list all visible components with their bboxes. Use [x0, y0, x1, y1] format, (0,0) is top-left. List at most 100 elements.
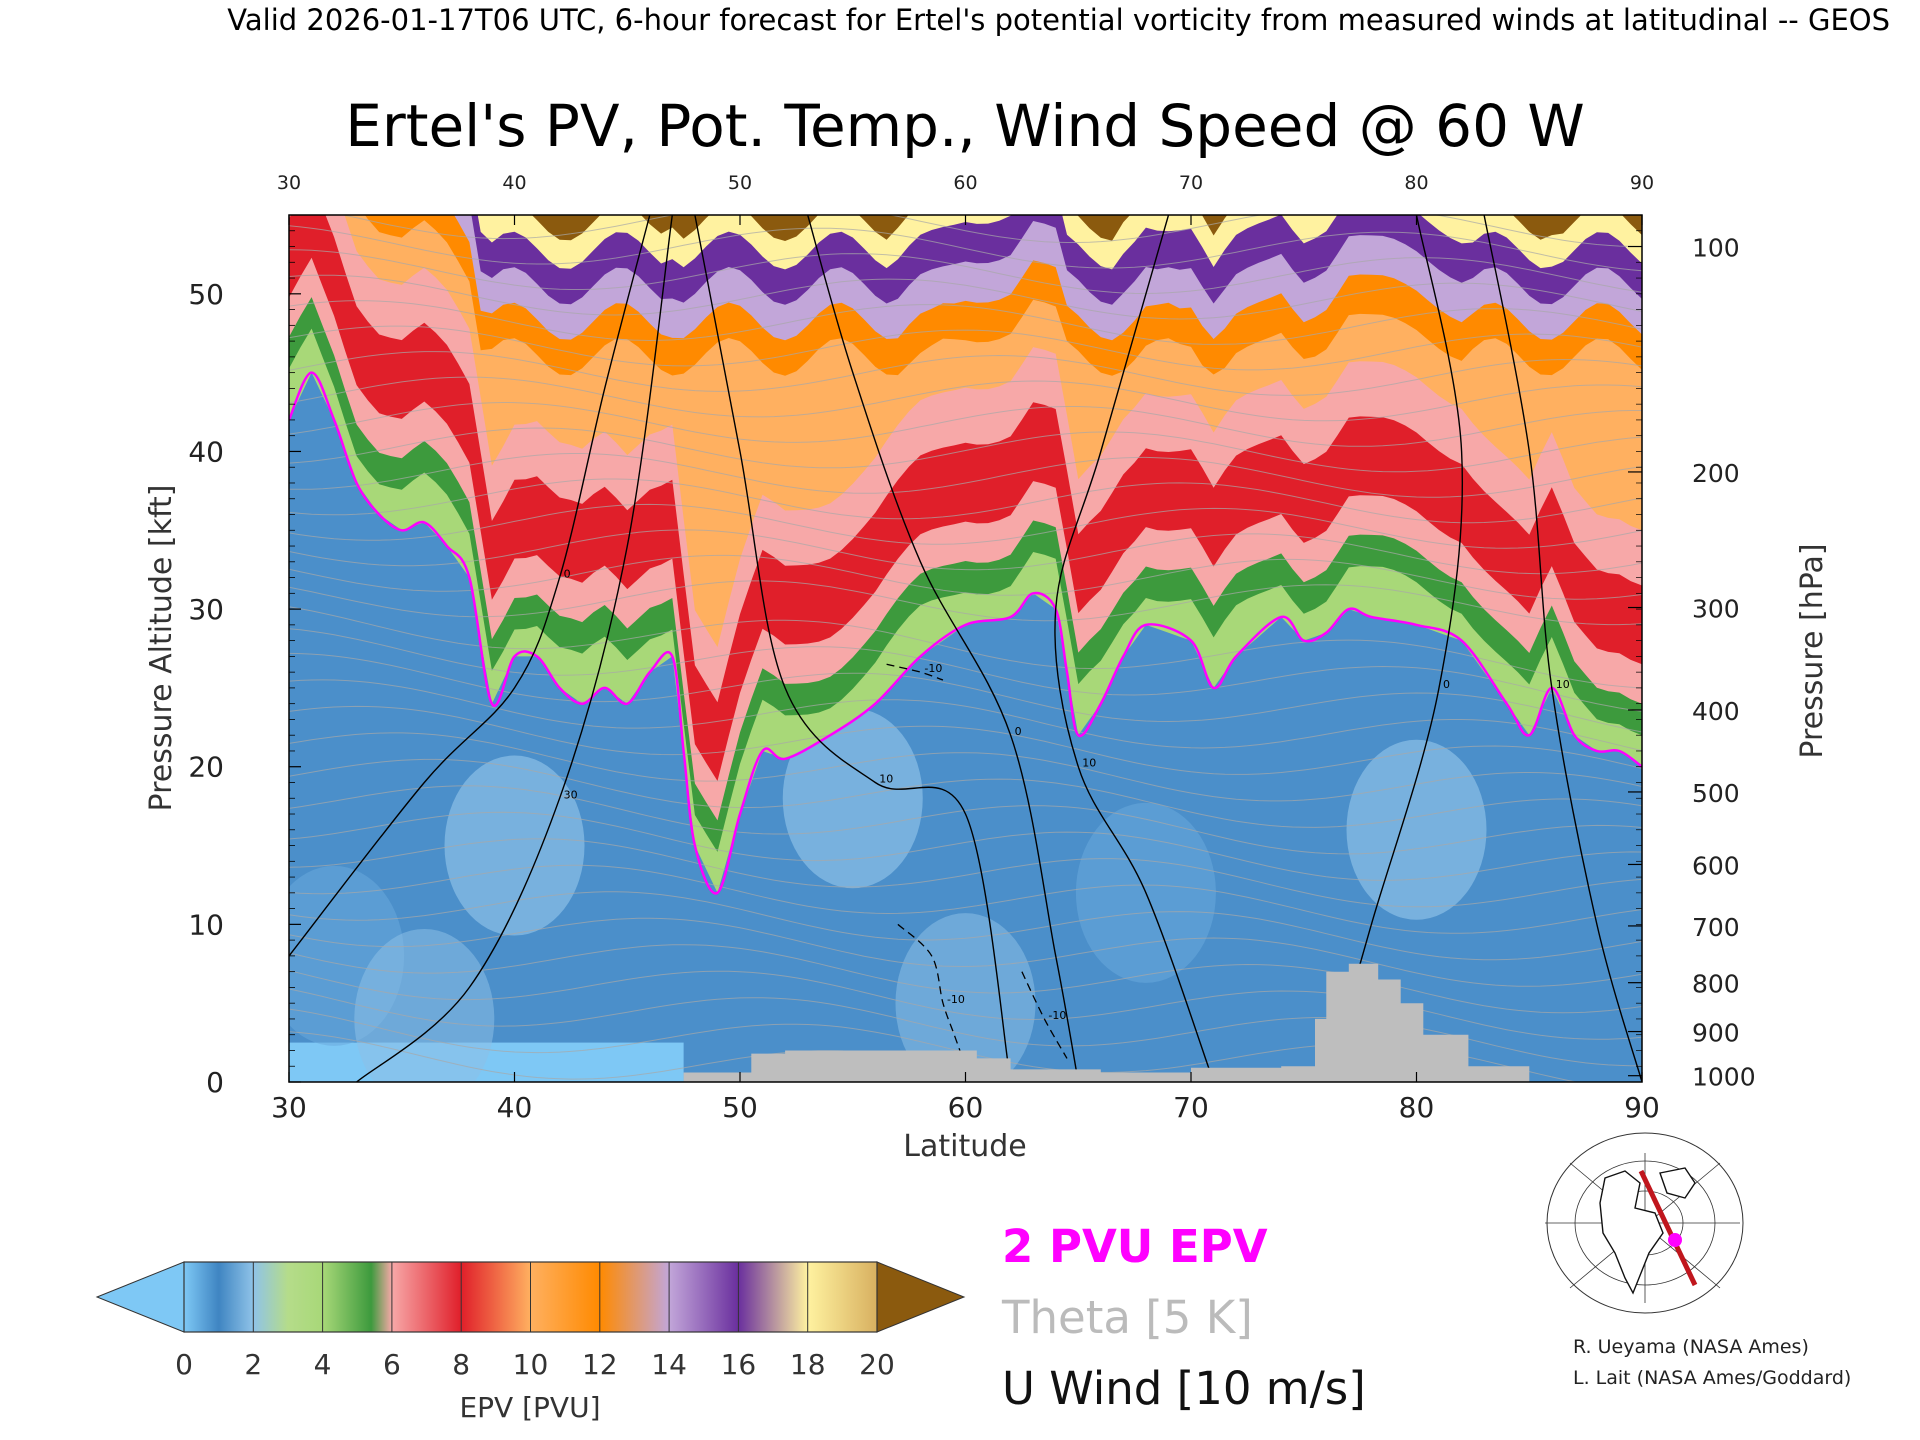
- u-wind-negative-contour: [897, 923, 967, 1067]
- u-wind-contour-label: 0: [1443, 678, 1450, 691]
- pv-2pvu-contour: [289, 371, 1642, 895]
- u-wind-contour-label: 10: [1082, 757, 1096, 770]
- theta-contour: [289, 554, 1642, 600]
- plot-area: 0 30 10 0 10 0 10 -10 -10 -10: [289, 215, 1642, 1082]
- y-tick-label: 50: [188, 278, 224, 311]
- colorbar-tick-label: 0: [175, 1348, 193, 1381]
- theta-contour: [289, 811, 1642, 881]
- u-wind-negative-contour: [886, 663, 944, 681]
- theta-contour: [289, 427, 1642, 473]
- theta-contour: [289, 679, 1642, 752]
- theta-contour: [289, 274, 1642, 320]
- colorbar-ticks: 0 2 4 6 8 10 12 14 16 18 20: [175, 1262, 895, 1381]
- legend-theta: Theta [5 K]: [1001, 1291, 1253, 1344]
- pressure-tick-label: 100: [1692, 234, 1740, 263]
- theta-contour: [289, 376, 1642, 422]
- colorbar-under-arrow: [95, 1261, 185, 1333]
- y-tick-label: 20: [188, 751, 224, 784]
- u-wind-contour-label: -10: [924, 662, 942, 675]
- theta-contour: [289, 732, 1642, 802]
- x-axis-label: Latitude: [903, 1129, 1026, 1164]
- theta-contour: [289, 300, 1642, 345]
- colorbar-tick-label: 2: [244, 1348, 262, 1381]
- x-tick-label-top: 40: [502, 172, 526, 194]
- cross-section-marker: [1668, 1233, 1682, 1247]
- theta-contour: [289, 652, 1642, 733]
- theta-contour: [289, 249, 1642, 295]
- colorbar-tick-label: 18: [790, 1348, 826, 1381]
- axes: 3030404050506060707080809090010203040501…: [188, 172, 1755, 1124]
- tropo-pv-patch: [444, 755, 585, 936]
- u-wind-contours: 0 30 10 0 10 0 10 -10 -10 -10: [289, 215, 1642, 1082]
- x-tick-label-top: 50: [728, 172, 752, 194]
- u-wind-contour-label: 10: [1556, 678, 1570, 691]
- x-tick-label-top: 80: [1404, 172, 1428, 194]
- y-tick-label: 40: [188, 435, 224, 468]
- x-tick-label: 30: [271, 1091, 307, 1124]
- theta-contour: [289, 944, 1642, 1014]
- pressure-tick-label: 400: [1692, 697, 1740, 726]
- credit-line-1: R. Ueyama (NASA Ames): [1573, 1336, 1809, 1358]
- x-tick-label: 50: [722, 1091, 758, 1124]
- x-tick-label-top: 60: [953, 172, 977, 194]
- colorbar-tick-label: 8: [452, 1348, 470, 1381]
- pressure-tick-label: 500: [1692, 779, 1740, 808]
- legend-u-wind: U Wind [10 m/s]: [1002, 1362, 1366, 1415]
- colorbar-tick-label: 20: [859, 1348, 895, 1381]
- north-america-outline: [1599, 1170, 1664, 1295]
- u-wind-contour-label: -10: [947, 993, 965, 1006]
- u-wind-contour: [807, 215, 1079, 1082]
- colorbar-over-arrow: [876, 1261, 966, 1333]
- y-tick-label: 0: [206, 1066, 224, 1099]
- u-wind-contour-label: 10: [879, 772, 893, 785]
- colorbar-tick-label: 16: [721, 1348, 757, 1381]
- pressure-tick-label: 300: [1692, 595, 1740, 624]
- theta-contour: [289, 628, 1642, 712]
- x-tick-label: 40: [497, 1091, 533, 1124]
- u-wind-contour: [1054, 215, 1215, 1082]
- theta-contour: [289, 529, 1642, 575]
- pressure-tick-label: 200: [1692, 459, 1740, 488]
- pressure-tick-label: 800: [1692, 970, 1740, 999]
- pressure-axis-label: Pressure [hPa]: [1795, 543, 1830, 758]
- theta-contour: [289, 838, 1642, 908]
- tropo-pv-patch: [1346, 739, 1487, 920]
- x-tick-label: 90: [1624, 1091, 1660, 1124]
- theta-contour: [289, 478, 1642, 524]
- theta-contour: [289, 325, 1642, 371]
- u-wind-contour: [356, 215, 673, 1082]
- theta-contour: [289, 401, 1642, 447]
- u-wind-contour: [1325, 215, 1464, 1082]
- u-wind-contour-label: 30: [564, 788, 578, 801]
- pressure-tick-label: 1000: [1692, 1063, 1756, 1092]
- valid-time-line: Valid 2026-01-17T06 UTC, 6-hour forecast…: [227, 3, 1890, 37]
- tropo-pv-patch: [354, 928, 495, 1082]
- theta-contour: [289, 758, 1642, 828]
- y-tick-label: 10: [188, 908, 224, 941]
- x-tick-label: 80: [1399, 1091, 1435, 1124]
- theta-contour: [289, 351, 1642, 396]
- u-wind-contour: [1483, 215, 1642, 1082]
- colorbar-tick-label: 4: [314, 1348, 332, 1381]
- theta-contour: [289, 453, 1642, 498]
- pressure-tick-label: 600: [1692, 851, 1740, 880]
- theta-contour: [289, 606, 1642, 689]
- pressure-tick-label: 700: [1692, 913, 1740, 942]
- stratosphere-pv-bands: [289, 215, 1642, 893]
- colorbar-tick-label: 14: [651, 1348, 687, 1381]
- u-wind-contour: [694, 215, 1012, 1082]
- theta-contour: [289, 225, 1642, 272]
- u-wind-contour-label: 0: [1015, 725, 1022, 738]
- x-tick-label: 70: [1173, 1091, 1209, 1124]
- u-wind-contour-label: 0: [564, 568, 571, 581]
- theta-contour: [289, 785, 1642, 855]
- theta-contour: [289, 503, 1642, 549]
- chart-title: Ertel's PV, Pot. Temp., Wind Speed @ 60 …: [345, 92, 1585, 160]
- colorbar-tick-label: 12: [582, 1348, 618, 1381]
- pressure-tick-label: 900: [1692, 1019, 1740, 1048]
- colorbar-tick-label: 10: [513, 1348, 549, 1381]
- u-wind-contour: [289, 215, 651, 957]
- credit-line-2: L. Lait (NASA Ames/Goddard): [1573, 1367, 1851, 1389]
- u-wind-contour-label: -10: [1048, 1009, 1066, 1022]
